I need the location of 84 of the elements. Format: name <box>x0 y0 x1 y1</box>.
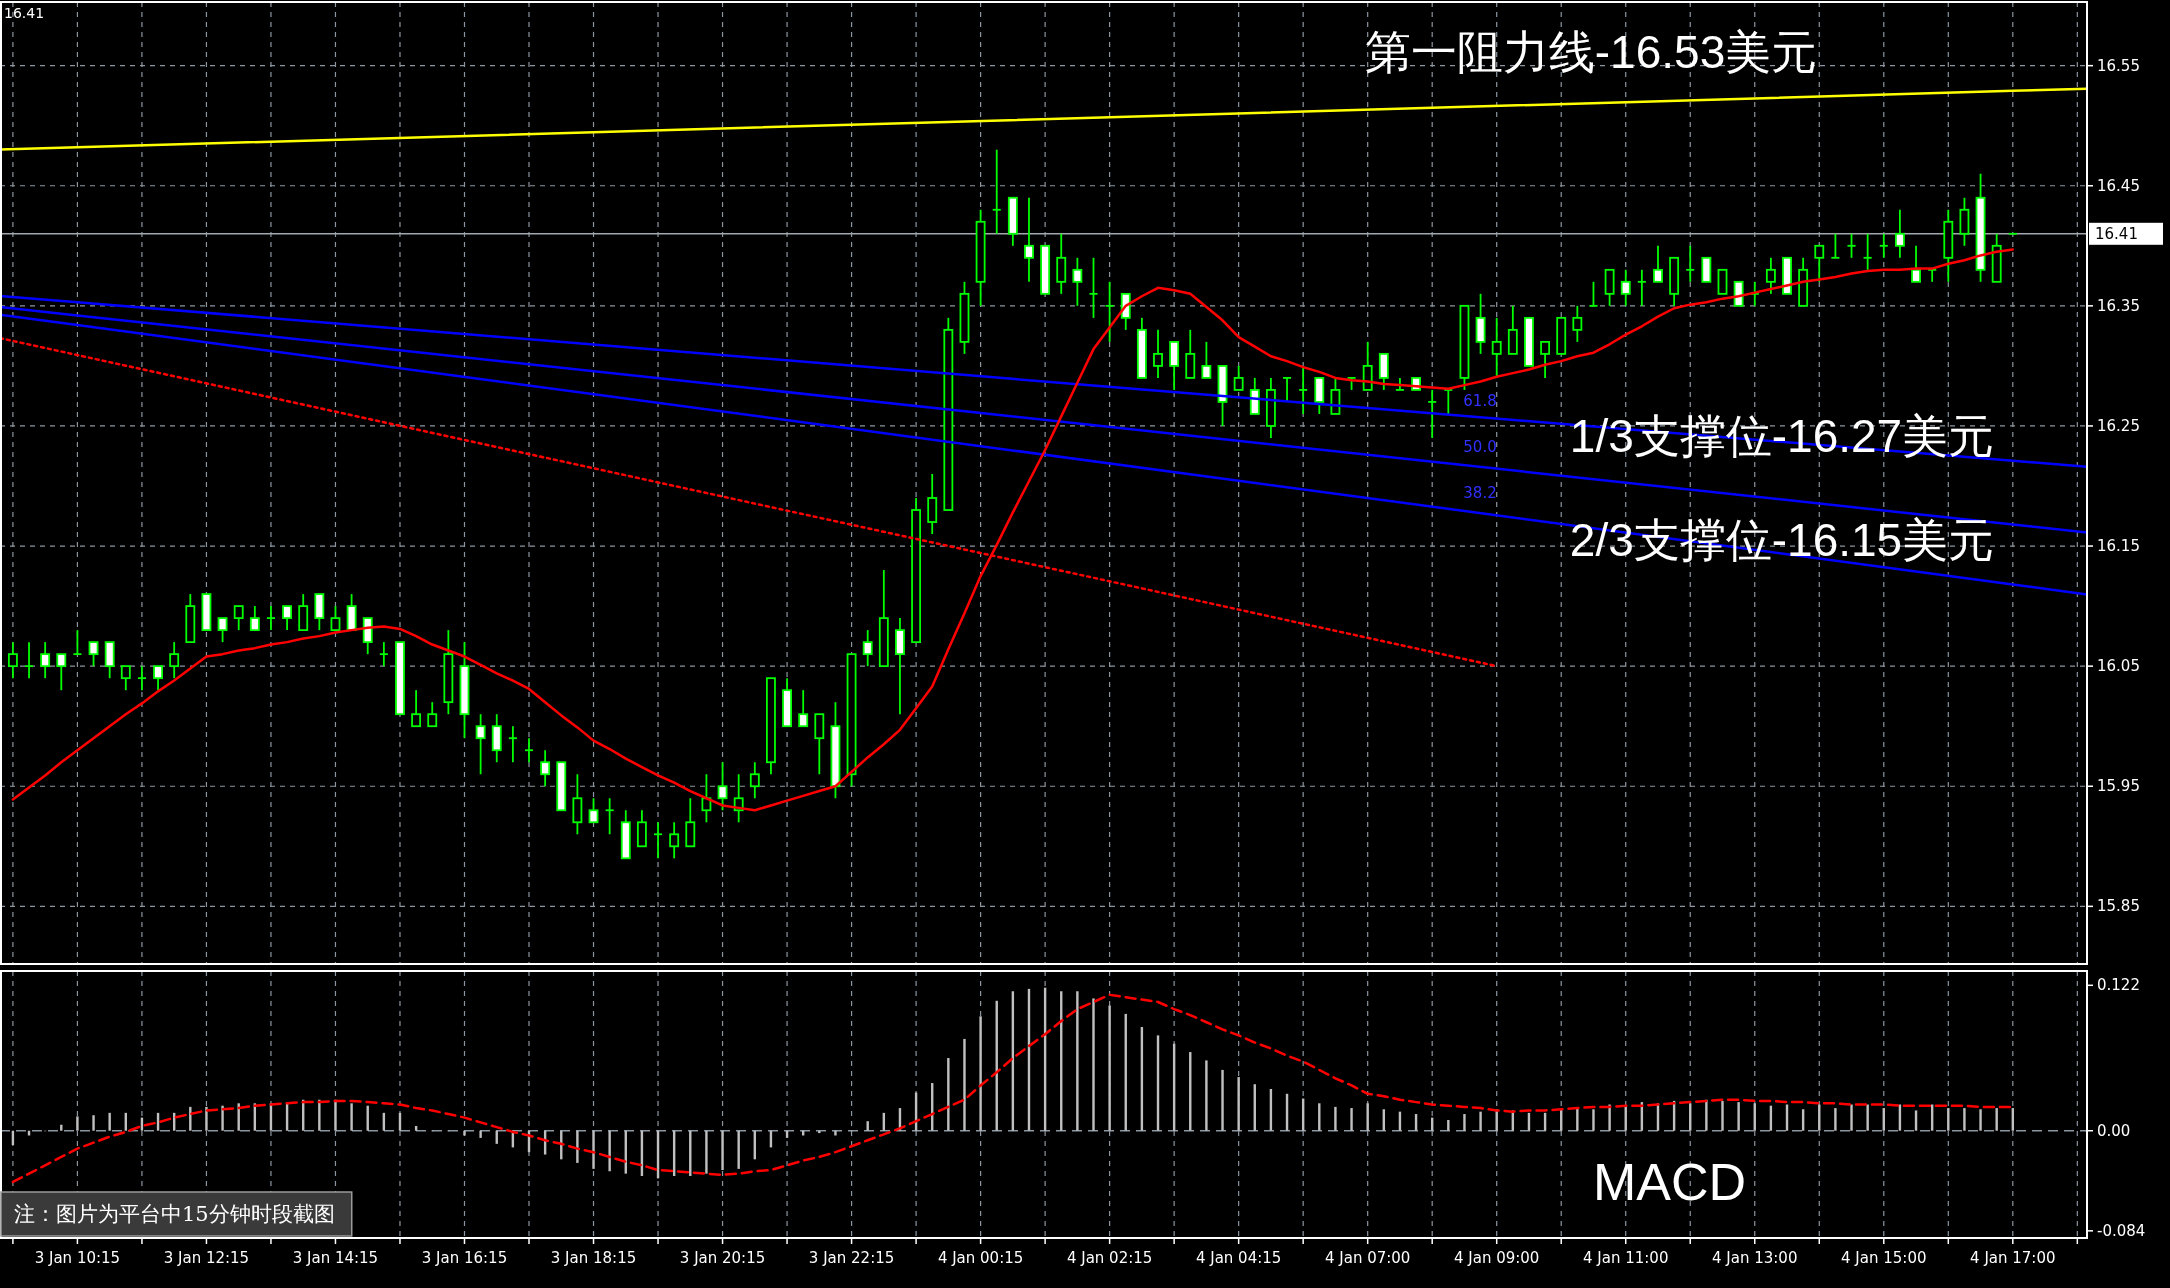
y-tick-label: -0.084 <box>2097 1221 2146 1240</box>
bar <box>1592 1109 1595 1131</box>
bar <box>237 1103 240 1131</box>
bar <box>737 1130 740 1169</box>
x-tick-label: 3 Jan 10:15 <box>34 1249 121 1267</box>
bar <box>1108 1005 1111 1131</box>
x-tick-label: 4 Jan 09:00 <box>1453 1249 1540 1267</box>
bar <box>1366 1103 1369 1131</box>
x-tick-label: 3 Jan 16:15 <box>421 1249 508 1267</box>
x-tick-label: 3 Jan 20:15 <box>679 1249 766 1267</box>
y-tick-label: 15.85 <box>2097 897 2140 916</box>
x-tick-label: 4 Jan 00:15 <box>937 1249 1024 1267</box>
annotation: 50.0 <box>1463 438 1497 456</box>
annotation: 61.8 <box>1463 392 1497 410</box>
bar <box>205 1106 208 1131</box>
bar <box>947 1058 950 1131</box>
x-tick-label: 3 Jan 12:15 <box>163 1249 250 1267</box>
x-tick-label: 3 Jan 22:15 <box>808 1249 895 1267</box>
bar <box>1705 1099 1708 1131</box>
y-tick-label: 16.35 <box>2097 296 2140 315</box>
bar <box>479 1130 482 1138</box>
annotation: 38.2 <box>1463 484 1497 502</box>
bar <box>834 1130 837 1136</box>
bar <box>1834 1108 1837 1131</box>
bar <box>1737 1102 1740 1131</box>
bar <box>963 1038 966 1131</box>
x-tick-label: 3 Jan 14:15 <box>292 1249 379 1267</box>
bar <box>576 1130 579 1163</box>
y-tick-label: 16.15 <box>2097 537 2140 556</box>
bar <box>1350 1108 1353 1131</box>
bar <box>1463 1114 1466 1131</box>
bar <box>608 1130 611 1172</box>
y-tick-label: 16.05 <box>2097 657 2140 676</box>
x-tick-label: 4 Jan 13:00 <box>1712 1249 1798 1267</box>
y-tick-label: 16.45 <box>2097 176 2140 195</box>
bar <box>350 1103 353 1131</box>
y-tick-label: 0.122 <box>2097 976 2140 995</box>
bar <box>979 1016 982 1131</box>
bar <box>1995 1108 1998 1131</box>
bar <box>1866 1104 1869 1131</box>
bar <box>1237 1077 1240 1131</box>
bar <box>818 1130 821 1134</box>
bar <box>1608 1104 1611 1131</box>
x-tick-label: 4 Jan 15:00 <box>1841 1249 1927 1267</box>
bar <box>721 1130 724 1171</box>
y-tick-label: 0.00 <box>2097 1121 2131 1140</box>
bar <box>1979 1109 1982 1131</box>
annotation: 第一阻力线-16.53美元 <box>1364 26 1818 78</box>
bar <box>1092 998 1095 1131</box>
bar <box>108 1112 111 1131</box>
bar <box>1334 1106 1337 1131</box>
bar <box>1076 991 1079 1131</box>
bar <box>318 1099 321 1131</box>
bar <box>1721 1100 1724 1131</box>
bar <box>76 1116 79 1131</box>
y-tick-label: 16.55 <box>2097 56 2140 75</box>
x-tick-label: 4 Jan 02:15 <box>1066 1249 1153 1267</box>
bar <box>1205 1060 1208 1131</box>
bar <box>1221 1069 1224 1131</box>
ref-line-label: 16.41 <box>2095 224 2138 243</box>
bar <box>1963 1108 1966 1131</box>
bar <box>463 1130 466 1136</box>
bar <box>334 1099 337 1131</box>
bar <box>1850 1104 1853 1131</box>
annotation: 注：图片为平台中15分钟时段截图 <box>14 1202 335 1226</box>
x-tick-label: 4 Jan 07:00 <box>1324 1249 1411 1267</box>
y-tick-label: 15.95 <box>2097 777 2140 796</box>
bar <box>705 1130 708 1174</box>
x-tick-label: 4 Jan 17:00 <box>1970 1249 2056 1267</box>
bar <box>1576 1108 1579 1131</box>
text: MACD <box>1593 1152 1747 1211</box>
annotation: 16.41 <box>4 5 45 21</box>
bar <box>221 1105 224 1131</box>
bar <box>189 1106 192 1131</box>
x-tick-label: 4 Jan 11:00 <box>1583 1249 1669 1267</box>
x-tick-label: 4 Jan 04:15 <box>1195 1249 1282 1267</box>
bar <box>1447 1120 1450 1131</box>
bar <box>1479 1111 1482 1131</box>
note: 注：图片为平台中15分钟时段截图 <box>0 1191 353 1237</box>
y-tick-label: 16.25 <box>2097 416 2140 435</box>
bar <box>592 1130 595 1169</box>
bar <box>92 1115 95 1131</box>
bar <box>414 1125 418 1131</box>
x-tick-label: 3 Jan 18:15 <box>550 1249 637 1267</box>
